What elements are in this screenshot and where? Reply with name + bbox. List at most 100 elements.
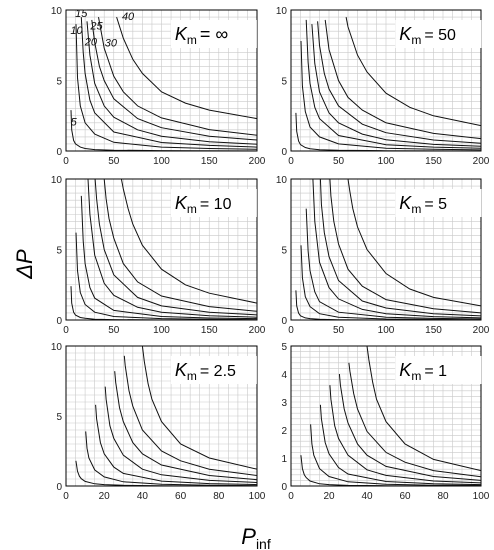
panel-2: 0 50 100 150 200 0 5 10 Km = 50 <box>276 6 490 167</box>
y-tick-label: 0 <box>281 316 287 327</box>
x-tick-label: 100 <box>153 156 170 167</box>
series-line-5 <box>300 455 481 486</box>
k-label-bg <box>170 189 257 217</box>
series-line-20 <box>87 179 257 318</box>
curves <box>295 17 481 151</box>
series-line-5 <box>70 286 257 320</box>
k-subscript: m <box>411 33 421 47</box>
k-value: = 2.5 <box>200 363 236 380</box>
k-label-bg <box>170 20 257 48</box>
k-subscript: m <box>411 202 421 216</box>
k-symbol: K <box>399 193 412 213</box>
x-tick-label: 100 <box>473 491 490 502</box>
series-line-10 <box>310 424 481 486</box>
series-line-40 <box>116 16 257 120</box>
k-value: = 50 <box>424 27 456 44</box>
series-line-40 <box>120 179 257 304</box>
x-tick-label: 80 <box>213 491 225 502</box>
k-value: = 10 <box>200 196 232 213</box>
curves <box>70 179 257 320</box>
series-line-15 <box>80 195 257 320</box>
series-line-10 <box>85 431 257 486</box>
k-label: Km = 2.5 <box>175 360 236 383</box>
x-tick-label: 0 <box>288 325 294 336</box>
series-line-30 <box>123 355 257 476</box>
x-tick-label: 200 <box>473 156 490 167</box>
series-line-10 <box>300 40 481 151</box>
y-tick-label: 0 <box>56 147 62 158</box>
k-value: = 5 <box>424 196 447 213</box>
y-tick-label: 0 <box>281 482 287 493</box>
y-tick-label: 5 <box>56 412 62 423</box>
y-tick-label: 1 <box>281 454 287 465</box>
series-line-40 <box>347 179 481 307</box>
series-line-25 <box>338 373 481 481</box>
series-line-30 <box>98 17 257 136</box>
y-tick-label: 5 <box>56 77 62 88</box>
k-label: Km = 5 <box>399 193 447 216</box>
panel-4: 0 50 100 150 200 0 5 10 Km = 5 <box>276 175 490 336</box>
series-line-30 <box>329 179 481 314</box>
x-tick-label: 80 <box>437 491 449 502</box>
curve-label-10: 10 <box>70 25 83 37</box>
k-value: = ∞ <box>200 24 229 44</box>
k-symbol: K <box>175 360 188 380</box>
x-tick-label: 20 <box>323 491 335 502</box>
x-axis-label-sub: inf <box>256 536 271 550</box>
series-line-5 <box>75 460 257 486</box>
series-line-25 <box>319 179 481 317</box>
curve-label-40: 40 <box>122 11 135 23</box>
series-line-30 <box>324 19 481 140</box>
series-line-10 <box>75 24 257 150</box>
series-line-15 <box>80 17 257 148</box>
k-symbol: K <box>399 360 412 380</box>
series-line-10 <box>75 232 257 320</box>
series-line-20 <box>311 24 481 147</box>
y-tick-label: 10 <box>276 175 288 186</box>
series-line-5 <box>70 110 257 151</box>
k-subscript: m <box>187 369 197 383</box>
x-tick-label: 50 <box>108 156 120 167</box>
y-tick-label: 5 <box>281 77 287 88</box>
curves <box>300 346 481 486</box>
panel-6: 0 20 40 60 80 100 0 1 2 3 4 5 Km = 1 <box>281 342 489 502</box>
k-label-bg <box>395 20 482 48</box>
curves <box>70 16 257 151</box>
k-symbol: K <box>175 193 188 213</box>
series-line-40 <box>366 346 481 472</box>
x-tick-label: 150 <box>425 325 442 336</box>
series-line-20 <box>312 179 481 319</box>
x-tick-label: 100 <box>249 491 266 502</box>
series-line-15 <box>305 19 481 149</box>
x-tick-label: 50 <box>333 325 345 336</box>
series-line-25 <box>114 371 257 481</box>
series-line-15 <box>305 208 481 320</box>
k-subscript: m <box>187 33 197 47</box>
y-tick-label: 0 <box>56 482 62 493</box>
y-tick-label: 10 <box>51 6 63 17</box>
x-tick-label: 100 <box>378 156 395 167</box>
k-symbol: K <box>175 24 188 44</box>
x-tick-label: 0 <box>288 156 294 167</box>
k-symbol: K <box>399 24 412 44</box>
y-tick-label: 4 <box>281 370 287 381</box>
panel-3: 0 50 100 150 200 0 5 10 Km = 10 <box>51 175 266 336</box>
series-line-15 <box>95 404 257 486</box>
y-tick-label: 5 <box>281 342 287 353</box>
series-line-20 <box>104 386 257 483</box>
series-line-15 <box>319 404 481 486</box>
series-line-20 <box>86 21 257 145</box>
curve-label-5: 5 <box>71 117 78 129</box>
curve-label-20: 20 <box>84 36 98 48</box>
x-tick-label: 50 <box>333 156 345 167</box>
series-line-5 <box>295 290 481 320</box>
curve-label-15: 15 <box>75 8 88 20</box>
series-line-20 <box>329 385 481 484</box>
x-tick-label: 100 <box>153 325 170 336</box>
y-tick-label: 10 <box>276 6 288 17</box>
x-tick-label: 100 <box>378 325 395 336</box>
x-tick-label: 150 <box>425 156 442 167</box>
